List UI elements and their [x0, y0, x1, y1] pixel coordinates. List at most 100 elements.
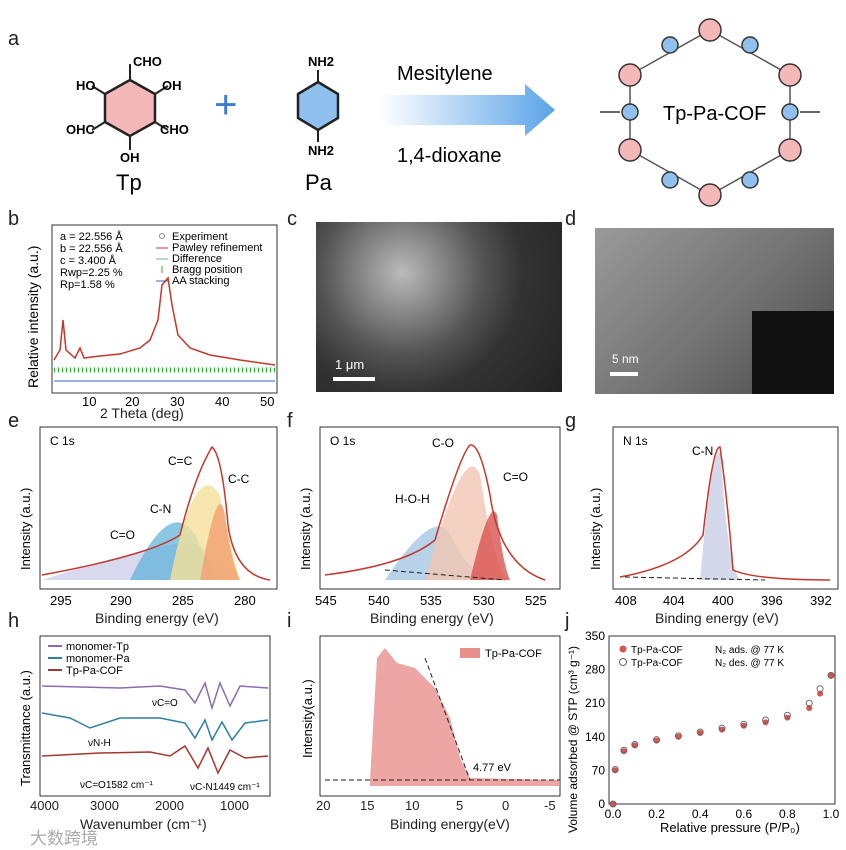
f-xtick-3: 530 [473, 593, 495, 608]
f-xtick-1: 540 [368, 593, 390, 608]
h-xtick-0: 4000 [30, 798, 59, 813]
f-title: O 1s [330, 434, 355, 448]
j-legend-0-desc: N₂ ads. @ 77 K [715, 645, 784, 656]
j-legend-1-desc: N₂ des. @ 77 K [715, 658, 784, 669]
panel-label-i: i [287, 610, 292, 632]
b-xtick-2: 30 [170, 394, 184, 409]
i-xtick-3: 5 [456, 798, 464, 813]
g-xtick-0: 408 [615, 593, 637, 608]
j-legend-1-name: Tp-Pa-COF [631, 658, 683, 669]
b-legend-3: Bragg position [172, 264, 242, 276]
i-xlabel: Binding energy(eV) [390, 816, 510, 832]
j-legend-0-name: Tp-Pa-COF [631, 645, 683, 656]
h-xtick-2: 2000 [155, 798, 184, 813]
g-xtick-2: 400 [712, 593, 734, 608]
i-xtick-2: 10 [405, 798, 420, 813]
e-xtick-1: 290 [110, 593, 132, 608]
i-xtick-1: 15 [360, 798, 375, 813]
f-xtick-2: 535 [420, 593, 442, 608]
j-ytick: 70 [592, 763, 606, 777]
e-title: C 1s [50, 434, 75, 448]
panel-h-ftir: monomer-Tp monomer-Pa Tp-Pa-COF νC=O νN-… [18, 635, 271, 797]
e-xlabel: Binding energy (eV) [95, 610, 219, 626]
j-xtick: 0.2 [648, 807, 665, 821]
panel-label-e: e [8, 410, 20, 432]
i-annotation: 4.77 eV [473, 762, 512, 774]
b-xtick-0: 10 [82, 394, 96, 409]
cof-structure [600, 18, 820, 207]
j-des-point [762, 716, 770, 724]
panel-label-h: h [8, 610, 20, 632]
h-annot-cn-1449: νC-N1449 cm⁻¹ [190, 782, 260, 793]
d-saed-inset [752, 311, 834, 394]
j-des-point [631, 740, 639, 748]
j-des-point [805, 699, 813, 707]
panel-g-xps-n1s: N 1s C-N 408 404 400 396 392 Intensity (… [588, 426, 839, 608]
panel-label-f: f [287, 410, 293, 432]
f-peak-hoh: H-O-H [395, 492, 430, 506]
j-des-point [816, 685, 824, 693]
j-xtick: 0.0 [605, 807, 622, 821]
h-legend-2: Tp-Pa-COF [66, 665, 123, 677]
panel-f-xps-o1s: O 1s C-O C=O H-O-H 545 540 535 530 525 I… [298, 426, 561, 608]
e-xtick-0: 295 [50, 593, 72, 608]
j-xlabel: Relative pressure (P/P₀) [660, 820, 800, 835]
j-xtick: 0.4 [692, 807, 709, 821]
c-scale-label: 1 μm [335, 357, 365, 372]
b-xtick-1: 20 [125, 394, 139, 409]
i-xtick-4: 0 [502, 798, 510, 813]
j-des-point [611, 765, 619, 773]
h-xtick-1: 3000 [90, 798, 119, 813]
b-param-c: c = 3.400 Å [60, 254, 117, 267]
plus-sign: + [214, 83, 237, 127]
e-xtick-3: 280 [234, 593, 256, 608]
b-xrd-curve [53, 276, 276, 366]
pa-label: Pa [305, 170, 333, 195]
h-xlabel: Wavenumber (cm⁻¹) [80, 816, 207, 832]
tp-cho-right: CHO [160, 122, 189, 137]
cof-label: Tp-Pa-COF [663, 103, 766, 125]
b-param-rwp: Rwp=2.25 % [60, 267, 123, 279]
j-des-point [609, 800, 617, 808]
i-legend: Tp-Pa-COF [485, 648, 542, 660]
b-ylabel: Relative intensity (a.u.) [25, 246, 41, 388]
pa-molecule: NH2 NH2 Pa [296, 54, 340, 195]
j-ytick: 210 [585, 696, 605, 710]
g-xtick-4: 392 [810, 593, 832, 608]
j-ads-point [762, 719, 769, 726]
j-des-point [783, 711, 791, 719]
j-ads-point [828, 672, 834, 679]
h-annot-co: νC=O [152, 698, 178, 709]
tp-ohc-left: OHC [66, 122, 96, 137]
panel-i-vb-xps: Tp-Pa-COF 4.77 eV Intensity(a.u.) [300, 635, 561, 797]
watermark: 大数跨境 [30, 829, 98, 848]
j-des-point [718, 724, 726, 732]
tp-oh-right: OH [162, 78, 182, 93]
j-des-point [674, 732, 682, 740]
d-scale-label: 5 nm [612, 352, 639, 366]
reaction-scheme: CHO OH HO CHO OHC OH Tp + NH2 NH2 Pa Mes… [66, 18, 820, 207]
b-legend: Experiment Pawley refinement Difference … [156, 231, 263, 287]
h-annot-nh: νN-H [88, 738, 111, 749]
e-peak-co: C=O [110, 528, 135, 542]
panel-b-xrd-plot: a = 22.556 Å b = 22.556 Å c = 3.400 Å Rw… [25, 224, 278, 409]
i-ylabel: Intensity(a.u.) [300, 679, 315, 758]
f-xtick-0: 545 [315, 593, 337, 608]
b-legend-2: Difference [172, 253, 222, 265]
panel-label-b: b [8, 208, 20, 230]
j-ads-point [610, 801, 616, 807]
e-peak-cn: C-N [150, 502, 171, 516]
pa-nh2-top: NH2 [308, 54, 334, 69]
j-ads-point [806, 705, 813, 711]
j-xtick: 0.8 [779, 807, 796, 821]
j-xtick: 1.0 [823, 807, 840, 821]
j-ytick: 280 [585, 663, 605, 677]
f-xlabel: Binding energy (eV) [370, 610, 494, 626]
tp-ho-left: HO [76, 78, 96, 93]
g-ylabel: Intensity (a.u.) [588, 488, 603, 570]
solvent-1: Mesitylene [397, 63, 493, 85]
panel-label-d: d [565, 208, 577, 230]
b-legend-4: AA stacking [172, 275, 229, 287]
f-peak-co: C-O [432, 436, 454, 450]
j-ads-point [817, 690, 824, 697]
